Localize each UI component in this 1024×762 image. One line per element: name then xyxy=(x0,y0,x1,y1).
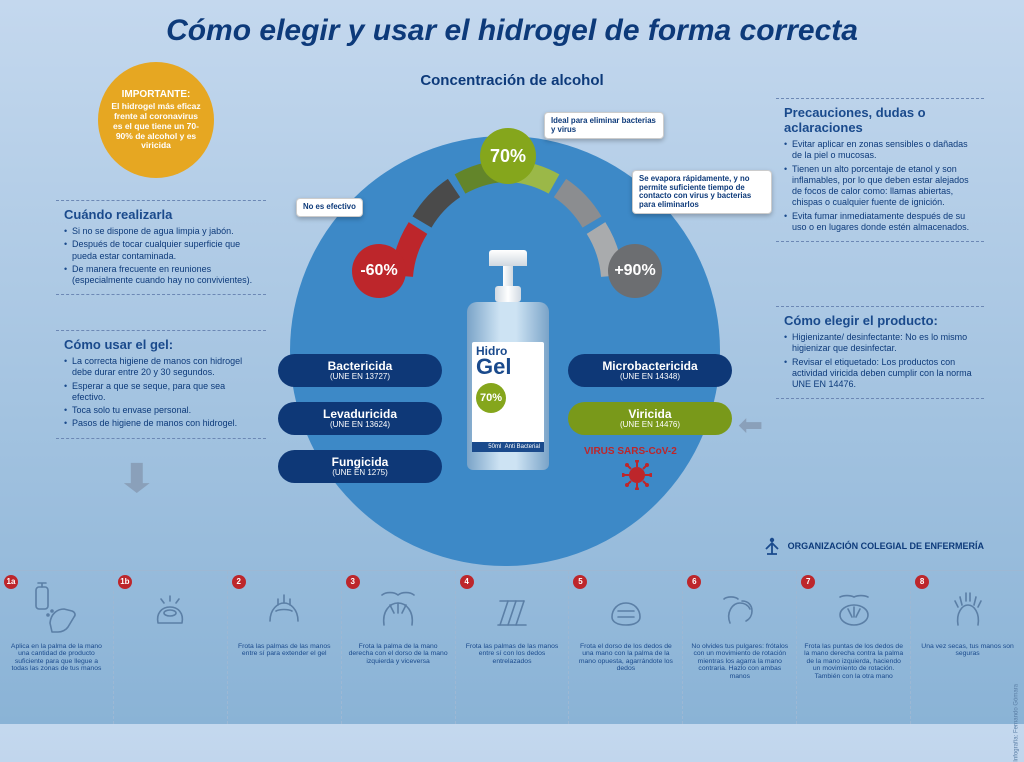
hands-icon xyxy=(118,575,223,643)
pill-levaduricida: Levaduricida(UNE EN 13624) xyxy=(278,402,442,435)
step-caption: Frota las puntas de los dedos de la mano… xyxy=(801,643,906,680)
section-choose: Cómo elegir el producto: Higienizante/ d… xyxy=(776,306,984,399)
section-choose-title: Cómo elegir el producto: xyxy=(784,313,976,328)
step-number: 4 xyxy=(460,575,474,589)
step-1a: 1a Aplica en la palma de la mano una cant… xyxy=(0,571,114,724)
list-item: La correcta higiene de manos con hidroge… xyxy=(64,356,258,379)
callout-high: Se evapora rápidamente, y no permite suf… xyxy=(632,170,772,214)
step-4: 4 Frota las palmas de las manos entre sí … xyxy=(456,571,570,724)
step-caption: Frota la palma de la mano derecha con el… xyxy=(346,643,451,665)
step-7: 7Frota las puntas de los dedos de la man… xyxy=(797,571,911,724)
section-how: Cómo usar el gel: La correcta higiene de… xyxy=(56,330,266,439)
bottle-pct: 70% xyxy=(476,383,506,413)
organization-credit: ORGANIZACIÓN COLEGIAL DE ENFERMERÍA xyxy=(762,536,984,556)
step-number: 2 xyxy=(232,575,246,589)
list-item: Evita fumar inmediatamente después de su… xyxy=(784,211,976,234)
step-caption: Frota las palmas de las manos entre sí p… xyxy=(232,643,337,658)
pill-fungicida: Fungicida(UNE EN 1275) xyxy=(278,450,442,483)
steps-row: 1a Aplica en la palma de la mano una cant… xyxy=(0,570,1024,724)
step-6: 6No olvides tus pulgares: frótalos con u… xyxy=(683,571,797,724)
list-item: Pasos de higiene de manos con hidrogel. xyxy=(64,418,258,429)
callout-mid: Ideal para eliminar bacterias y virus xyxy=(544,112,664,139)
section-choose-list: Higienizante/ desinfectante: No es lo mi… xyxy=(784,332,976,390)
section-when-list: Si no se dispone de agua limpia y jabón.… xyxy=(64,226,258,286)
step-caption: No olvides tus pulgares: frótalos con un… xyxy=(687,643,792,680)
org-name: ORGANIZACIÓN COLEGIAL DE ENFERMERÍA xyxy=(788,541,984,551)
step-number: 1a xyxy=(4,575,18,589)
bottle-size: 50ml xyxy=(488,444,501,450)
section-when: Cuándo realizarla Si no se dispone de ag… xyxy=(56,200,266,295)
pill-viricida: Viricida(UNE EN 14476) xyxy=(568,402,732,435)
hands-icon xyxy=(4,575,109,643)
step-caption: Aplica en la palma de la mano una cantid… xyxy=(4,643,109,673)
callout-low: No es efectivo xyxy=(296,198,363,217)
section-how-title: Cómo usar el gel: xyxy=(64,337,258,352)
section-prec-title: Precauciones, dudas o aclaraciones xyxy=(784,105,976,135)
step-5: 5Frota el dorso de los dedos de una mano… xyxy=(569,571,683,724)
step-2: 2 Frota las palmas de las manos entre sí … xyxy=(228,571,342,724)
step-8: 8Una vez secas, tus manos son seguras xyxy=(911,571,1024,724)
concentration-subtitle: Concentración de alcohol xyxy=(420,72,603,89)
step-number: 3 xyxy=(346,575,360,589)
pill-bactericida: Bactericida(UNE EN 13727) xyxy=(278,354,442,387)
arrow-down-icon: ⬇ xyxy=(115,456,159,502)
virus-icon xyxy=(622,460,652,490)
section-how-list: La correcta higiene de manos con hidroge… xyxy=(64,356,258,430)
bottle-tag: Anti Bacterial xyxy=(505,444,540,450)
gauge-mid-circle: 70% xyxy=(480,128,536,184)
gauge-high-circle: +90% xyxy=(608,244,662,298)
list-item: Si no se dispone de agua limpia y jabón. xyxy=(64,226,258,237)
list-item: Revisar el etiquetado: Los productos con… xyxy=(784,357,976,391)
step-caption: Una vez secas, tus manos son seguras xyxy=(915,643,1020,658)
list-item: Después de tocar cualquier superficie qu… xyxy=(64,239,258,262)
step-caption: Frota las palmas de las manos entre sí c… xyxy=(460,643,565,665)
virus-label: VIRUS SARS-CoV-2 xyxy=(584,446,677,457)
important-head: IMPORTANTE: xyxy=(110,89,202,101)
hands-icon xyxy=(687,575,792,643)
list-item: Tienen un alto porcentaje de etanol y so… xyxy=(784,164,976,209)
list-item: Evitar aplicar en zonas sensibles o daña… xyxy=(784,139,976,162)
step-1b: 1b xyxy=(114,571,228,724)
org-logo-icon xyxy=(762,536,782,556)
arrow-left-icon: ⬅ xyxy=(738,408,763,443)
important-body: El hidrogel más eficaz frente al coronav… xyxy=(111,101,200,150)
pill-microbactericida: Microbactericida(UNE EN 14348) xyxy=(568,354,732,387)
step-caption: Frota el dorso de los dedos de una mano … xyxy=(573,643,678,673)
step-number: 1b xyxy=(118,575,132,589)
section-prec-list: Evitar aplicar en zonas sensibles o daña… xyxy=(784,139,976,233)
page-title: Cómo elegir y usar el hidrogel de forma … xyxy=(0,0,1024,54)
list-item: Esperar a que se seque, para que sea efe… xyxy=(64,381,258,404)
list-item: Toca solo tu envase personal. xyxy=(64,405,258,416)
important-badge: IMPORTANTE: El hidrogel más eficaz frent… xyxy=(98,62,214,178)
section-when-title: Cuándo realizarla xyxy=(64,207,258,222)
hands-icon xyxy=(460,575,565,643)
bottle-illustration: Hidro Gel 70% 50ml Anti Bacterial xyxy=(467,250,549,470)
hands-icon xyxy=(232,575,337,643)
hands-icon xyxy=(915,575,1020,643)
hands-icon xyxy=(346,575,451,643)
bottle-brand2: Gel xyxy=(476,357,540,377)
section-precautions: Precauciones, dudas o aclaraciones Evita… xyxy=(776,98,984,242)
list-item: Higienizante/ desinfectante: No es lo mi… xyxy=(784,332,976,355)
hands-icon xyxy=(801,575,906,643)
list-item: De manera frecuente en reuniones (especi… xyxy=(64,264,258,287)
infographic-credit: Infografía: Fernando Gómara xyxy=(1014,684,1020,762)
gauge-low-circle: -60% xyxy=(352,244,406,298)
step-3: 3 Frota la palma de la mano derecha con e… xyxy=(342,571,456,724)
hands-icon xyxy=(573,575,678,643)
